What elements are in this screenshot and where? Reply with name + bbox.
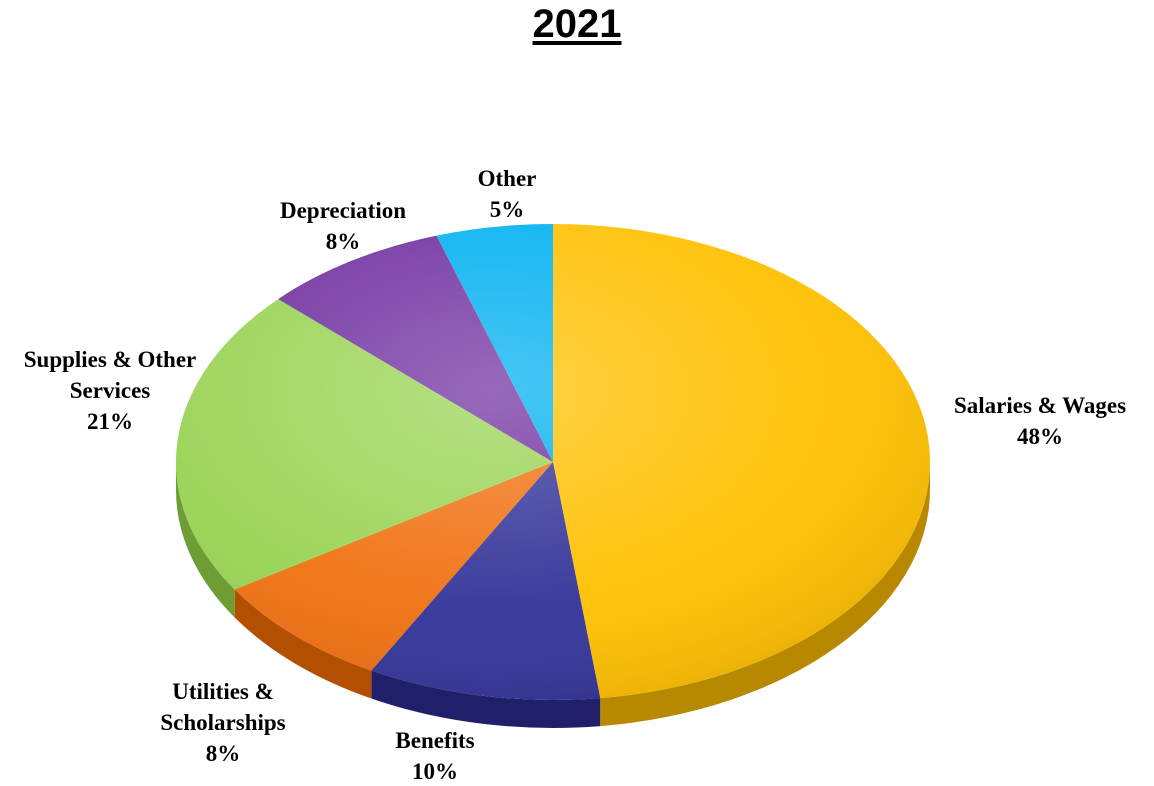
slice-category-label: Other [478, 166, 537, 191]
slice-label-benefits: Benefits 10% [395, 728, 474, 784]
slice-category-label: Services [70, 378, 151, 403]
slice-category-label: Salaries & Wages [954, 393, 1126, 418]
chart-title: 2021 [532, 2, 622, 46]
slice-value-label: 10% [412, 759, 458, 784]
slice-category-label: Utilities & [172, 679, 274, 704]
slice-value-label: 5% [490, 197, 525, 222]
slice-label-salaries-wages: Salaries & Wages 48% [954, 393, 1126, 449]
slice-category-label: Depreciation [280, 198, 406, 223]
slice-category-label: Scholarships [160, 710, 285, 735]
slice-category-label: Benefits [395, 728, 474, 753]
slice-label-depreciation: Depreciation 8% [280, 198, 406, 254]
pie-slice-salaries-wages [553, 224, 931, 699]
slice-value-label: 21% [87, 409, 133, 434]
slice-label-other: Other 5% [478, 166, 537, 222]
slice-value-label: 8% [326, 229, 361, 254]
slice-value-label: 48% [1017, 424, 1063, 449]
slice-label-supplies-other-services: Supplies & Other Services 21% [24, 347, 197, 434]
slice-value-label: 8% [206, 741, 241, 766]
slice-label-utilities-scholarships: Utilities & Scholarships 8% [160, 679, 285, 766]
slice-category-label: Supplies & Other [24, 347, 197, 372]
